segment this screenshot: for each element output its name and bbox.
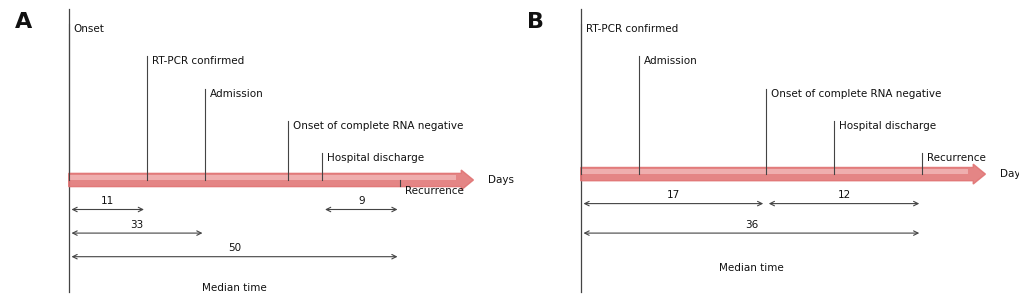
Text: 17: 17: [666, 190, 680, 200]
Text: Admission: Admission: [210, 88, 264, 98]
Text: 33: 33: [130, 219, 144, 230]
Text: Admission: Admission: [643, 56, 697, 66]
Text: Recurrence: Recurrence: [926, 154, 984, 163]
FancyArrow shape: [580, 164, 984, 184]
Text: B: B: [527, 12, 543, 32]
Text: 11: 11: [101, 196, 114, 206]
Text: Hospital discharge: Hospital discharge: [327, 154, 424, 163]
FancyArrow shape: [68, 175, 455, 180]
Text: Median time: Median time: [718, 262, 783, 273]
Text: 12: 12: [837, 190, 850, 200]
Text: Onset: Onset: [73, 24, 104, 34]
Text: 50: 50: [227, 243, 240, 253]
Text: Onset of complete RNA negative: Onset of complete RNA negative: [770, 88, 941, 98]
Text: Onset of complete RNA negative: Onset of complete RNA negative: [292, 121, 463, 131]
Text: A: A: [15, 12, 33, 32]
Text: RT-PCR confirmed: RT-PCR confirmed: [152, 56, 244, 66]
FancyArrow shape: [68, 170, 473, 190]
FancyArrow shape: [580, 169, 967, 174]
Text: Days: Days: [487, 175, 514, 185]
Text: Hospital discharge: Hospital discharge: [839, 121, 935, 131]
Text: RT-PCR confirmed: RT-PCR confirmed: [585, 24, 678, 34]
Text: Median time: Median time: [202, 283, 267, 293]
Text: Recurrence: Recurrence: [405, 186, 464, 196]
Text: Days: Days: [999, 169, 1019, 179]
Text: 9: 9: [358, 196, 364, 206]
Text: 36: 36: [744, 219, 757, 230]
